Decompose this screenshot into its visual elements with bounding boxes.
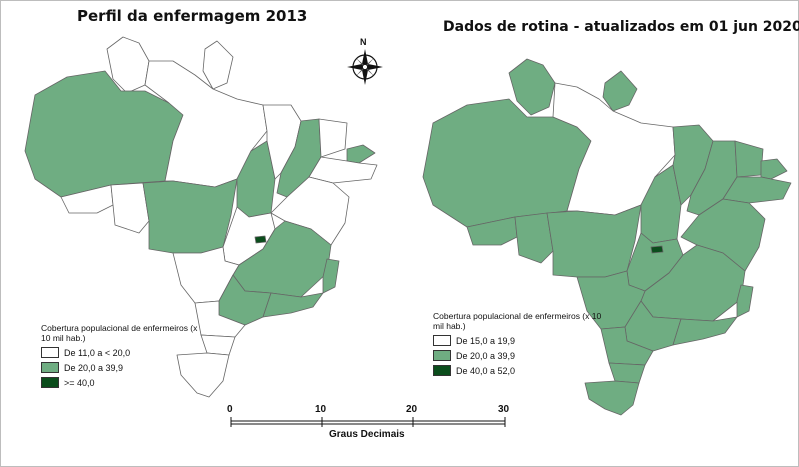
scale-bar xyxy=(230,417,506,427)
left-legend-label-2: >= 40,0 xyxy=(64,377,95,388)
left-map-title: Perfil da enfermagem 2013 xyxy=(77,7,308,25)
right-state-roraima xyxy=(508,58,556,116)
right-legend-item: De 40,0 a 52,0 xyxy=(433,365,603,376)
right-state-distrito-federal xyxy=(650,245,664,254)
left-state-santa-catarina xyxy=(200,334,236,356)
right-state-espirito-santo xyxy=(736,284,754,318)
right-state-rio-grande-do-sul xyxy=(584,380,640,416)
left-legend-item: De 20,0 a 39,9 xyxy=(41,362,201,373)
left-state-ceara xyxy=(318,118,348,158)
left-legend: Cobertura populacional de enfermeiros (x… xyxy=(41,323,201,388)
left-state-distrito-federal xyxy=(254,235,267,244)
left-state-rio-de-janeiro xyxy=(262,292,324,318)
left-legend-item: De 11,0 a < 20,0 xyxy=(41,347,201,358)
left-legend-swatch-2 xyxy=(41,377,59,388)
right-state-santa-catarina xyxy=(608,362,646,384)
right-state-amapa xyxy=(602,70,638,112)
left-state-rio-grande-do-norte xyxy=(346,144,376,164)
right-state-acre xyxy=(466,216,518,246)
left-legend-swatch-1 xyxy=(41,362,59,373)
right-legend-item: De 20,0 a 39,9 xyxy=(433,350,603,361)
scale-tick-20: 20 xyxy=(406,404,418,415)
left-state-pernambuco xyxy=(308,156,378,184)
right-state-ceara xyxy=(734,140,764,178)
left-brazil-map xyxy=(24,36,378,398)
left-state-amapa xyxy=(202,40,234,90)
scale-tick-0: 0 xyxy=(227,404,233,415)
left-state-rio-grande-do-sul xyxy=(176,352,230,398)
left-state-espirito-santo xyxy=(322,258,340,294)
right-legend-item: De 15,0 a 19,9 xyxy=(433,335,603,346)
right-brazil-map xyxy=(422,58,792,416)
right-legend-swatch-1 xyxy=(433,350,451,361)
left-state-mato-grosso-do-sul xyxy=(172,246,240,304)
left-state-bahia xyxy=(270,176,350,246)
right-legend-label-2: De 40,0 a 52,0 xyxy=(456,365,516,376)
right-state-mato-grosso-do-sul xyxy=(576,270,646,330)
compass-north-label: N xyxy=(360,37,367,47)
left-legend-label-0: De 11,0 a < 20,0 xyxy=(64,347,131,358)
right-state-rondonia xyxy=(514,212,554,264)
right-state-mato-grosso xyxy=(546,204,642,278)
left-legend-item: >= 40,0 xyxy=(41,377,201,388)
right-legend-label-0: De 15,0 a 19,9 xyxy=(456,335,516,346)
right-legend-title: Cobertura populacional de enfermeiros (x… xyxy=(433,311,602,331)
right-state-rio-grande-do-norte xyxy=(760,158,788,180)
right-legend: Cobertura populacional de enfermeiros (x… xyxy=(433,311,603,376)
right-map-title: Dados de rotina - atualizados em 01 jun … xyxy=(443,19,799,35)
compass-rose-icon xyxy=(347,49,383,85)
left-legend-label-1: De 20,0 a 39,9 xyxy=(64,362,124,373)
left-legend-swatch-0 xyxy=(41,347,59,358)
left-state-mato-grosso xyxy=(142,178,238,254)
scale-tick-10: 10 xyxy=(315,404,327,415)
right-legend-label-1: De 20,0 a 39,9 xyxy=(456,350,516,361)
right-legend-swatch-2 xyxy=(433,365,451,376)
right-state-rio-de-janeiro xyxy=(672,316,738,346)
scale-unit-label: Graus Decimais xyxy=(329,429,405,440)
left-state-rondonia xyxy=(110,182,150,234)
scale-tick-30: 30 xyxy=(498,404,510,415)
right-state-bahia xyxy=(680,198,766,272)
right-legend-swatch-0 xyxy=(433,335,451,346)
left-state-acre xyxy=(60,184,114,214)
left-legend-title: Cobertura populacional de enfermeiros (x… xyxy=(41,323,198,343)
